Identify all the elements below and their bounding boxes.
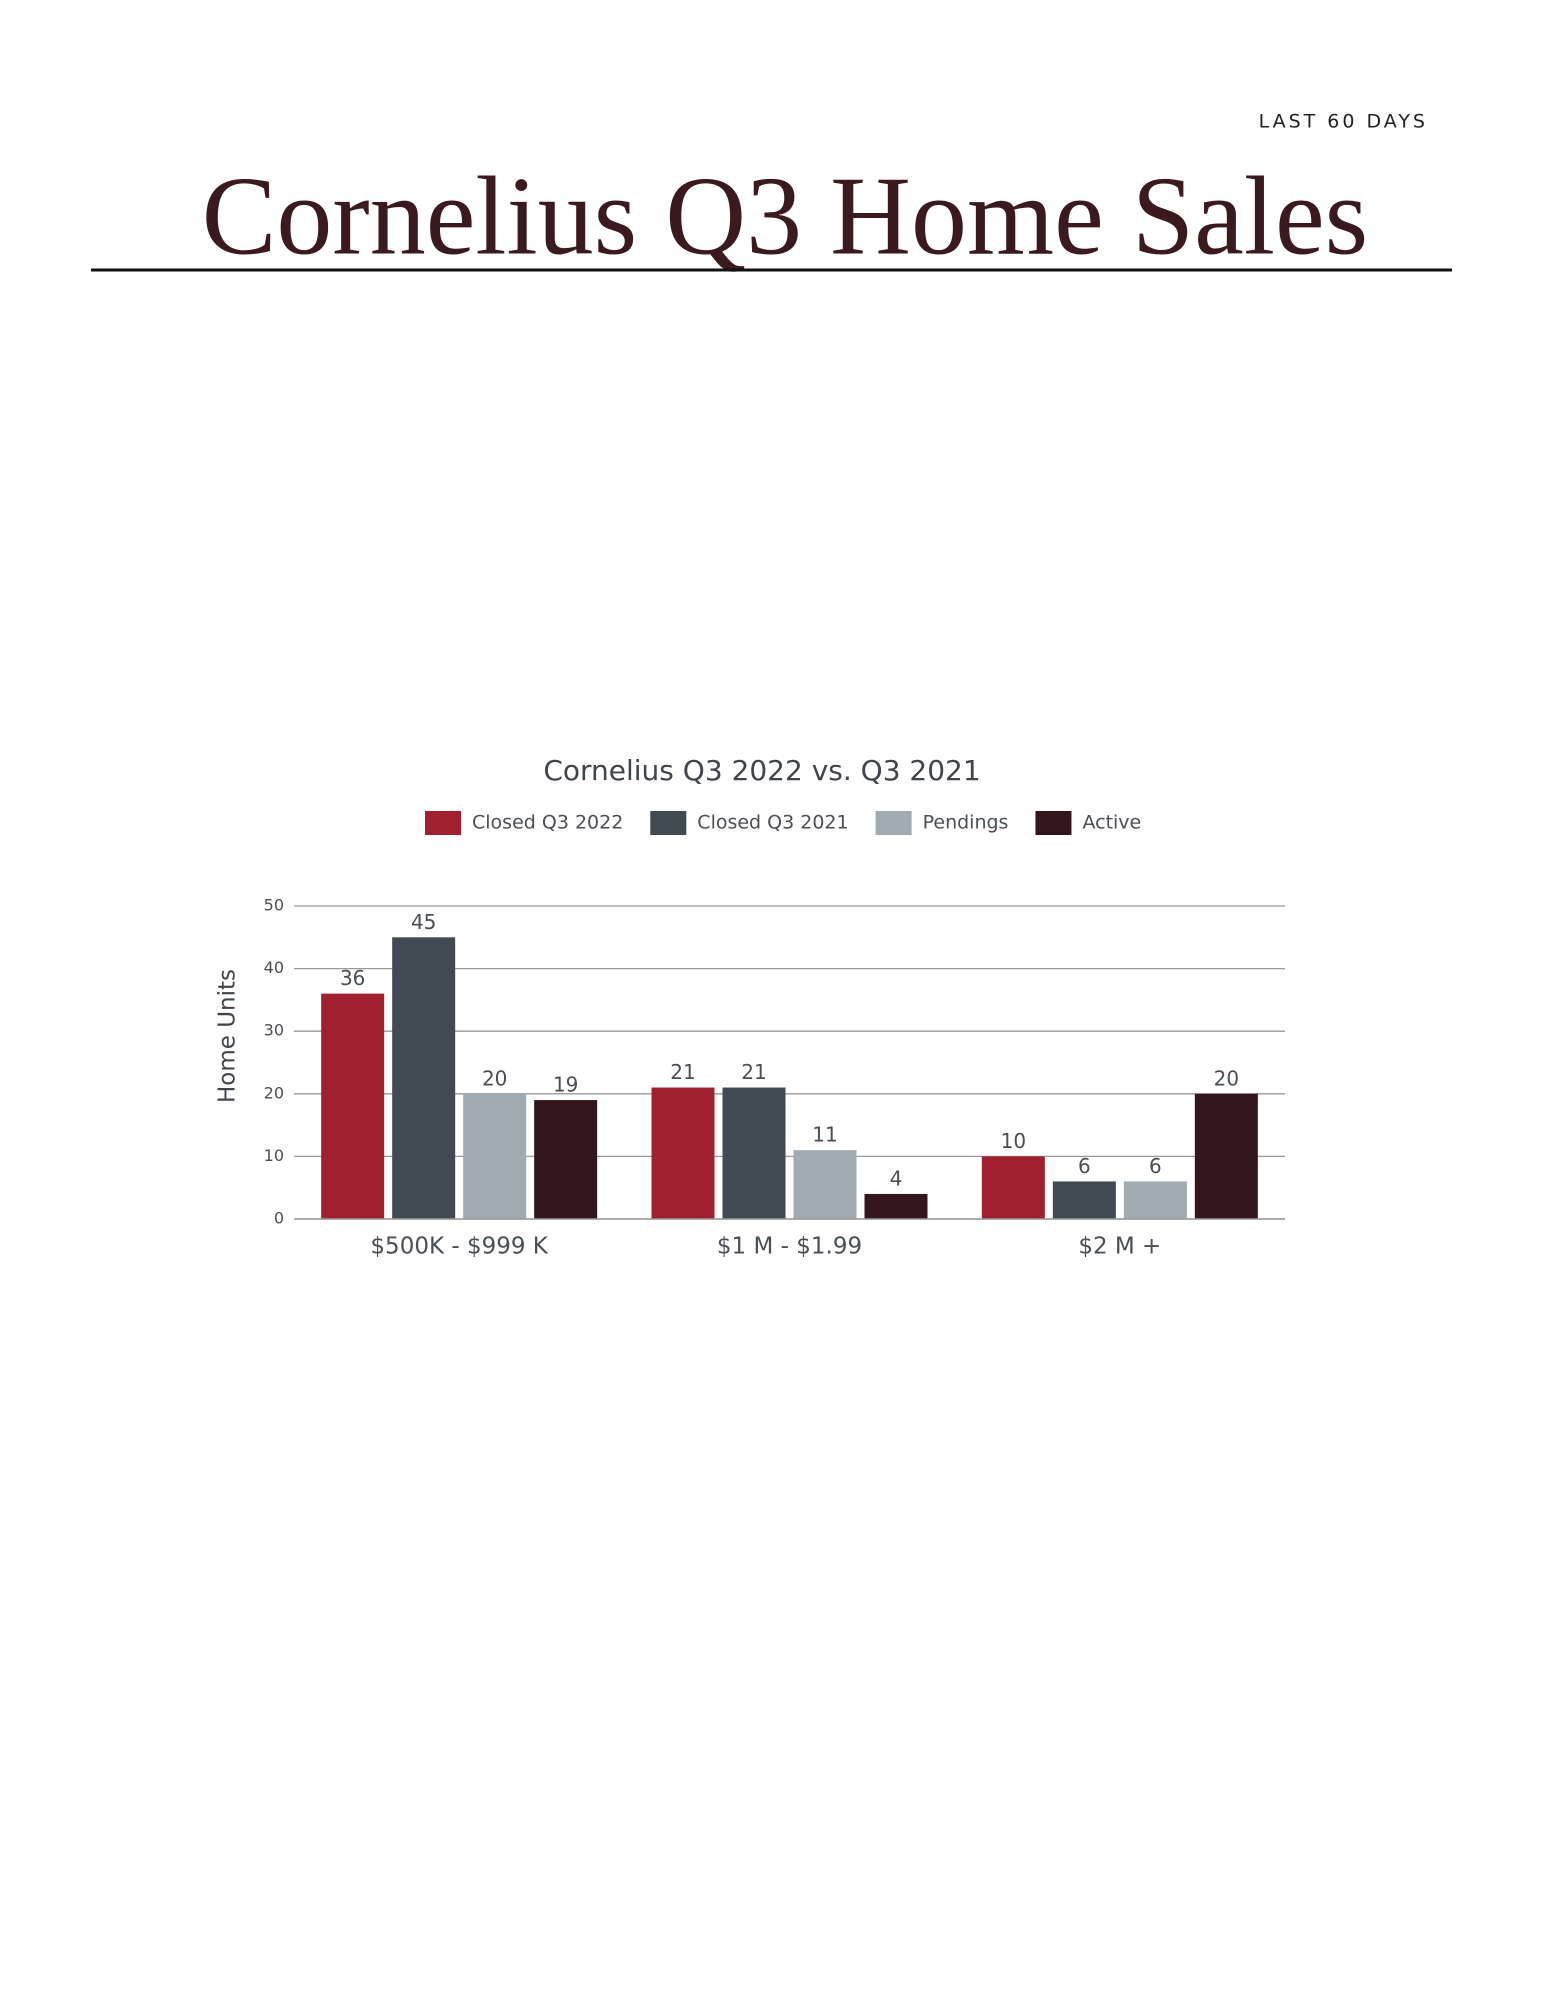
chart-title: Cornelius Q3 2022 vs. Q3 2021 <box>543 754 980 787</box>
legend-label: Active <box>1082 812 1141 834</box>
y-axis-label: Home Units <box>215 969 241 1103</box>
value-label: 21 <box>670 1060 695 1084</box>
legend-swatch <box>875 811 912 835</box>
bar <box>864 1193 928 1219</box>
bar <box>1194 1093 1258 1219</box>
value-label: 19 <box>553 1073 578 1097</box>
bar <box>981 1156 1045 1219</box>
value-label: 6 <box>1149 1154 1162 1178</box>
value-label: 6 <box>1078 1154 1091 1178</box>
y-tick-label: 10 <box>264 1146 284 1165</box>
y-tick-label: 0 <box>274 1209 284 1228</box>
value-label: 11 <box>812 1123 837 1147</box>
bar <box>793 1150 857 1219</box>
x-tick-label: $1 M - $1.99 <box>717 1234 862 1260</box>
bar <box>463 1093 527 1219</box>
y-tick-label: 40 <box>264 958 284 977</box>
value-label: 20 <box>1214 1066 1239 1090</box>
legend-swatch <box>425 811 461 835</box>
page-title: Cornelius Q3 Home Sales <box>202 155 1369 279</box>
bar <box>1052 1181 1116 1219</box>
value-label: 20 <box>482 1066 507 1090</box>
value-label: 45 <box>411 910 436 934</box>
bar <box>534 1100 598 1219</box>
value-label: 10 <box>1001 1129 1026 1153</box>
legend-label: Pendings <box>923 812 1009 834</box>
bar <box>321 993 385 1219</box>
value-label: 21 <box>741 1060 766 1084</box>
value-label: 4 <box>890 1166 903 1190</box>
x-tick-label: $2 M + <box>1078 1234 1161 1260</box>
legend-swatch <box>650 811 687 835</box>
legend-swatch <box>1035 811 1072 835</box>
y-tick-label: 20 <box>264 1083 284 1102</box>
value-label: 36 <box>340 966 365 990</box>
y-tick-label: 50 <box>264 896 284 915</box>
bar <box>722 1087 786 1219</box>
bar <box>1123 1181 1187 1219</box>
bar <box>651 1087 715 1219</box>
y-tick-label: 30 <box>264 1021 284 1040</box>
bar <box>392 937 456 1219</box>
x-tick-label: $500K - $999 K <box>370 1234 548 1260</box>
legend-label: Closed Q3 2022 <box>472 812 623 834</box>
legend-label: Closed Q3 2021 <box>697 812 848 834</box>
header-label: LAST 60 DAYS <box>1259 111 1428 133</box>
